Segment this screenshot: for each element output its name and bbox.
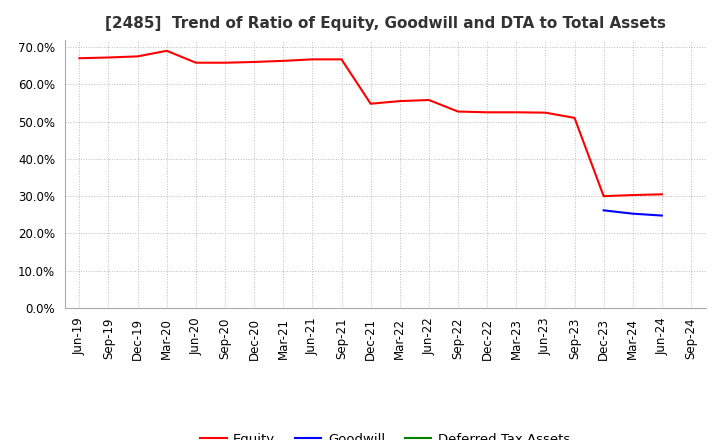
Equity xyxy=(454,109,462,114)
Equity xyxy=(279,58,287,63)
Equity xyxy=(192,60,200,66)
Equity xyxy=(133,54,142,59)
Equity xyxy=(75,55,84,61)
Equity xyxy=(337,57,346,62)
Title: [2485]  Trend of Ratio of Equity, Goodwill and DTA to Total Assets: [2485] Trend of Ratio of Equity, Goodwil… xyxy=(104,16,666,32)
Equity xyxy=(163,48,171,53)
Line: Goodwill: Goodwill xyxy=(603,210,662,216)
Equity xyxy=(250,59,258,65)
Equity xyxy=(599,194,608,199)
Equity xyxy=(395,99,404,104)
Equity xyxy=(366,101,375,106)
Equity xyxy=(541,110,550,115)
Equity xyxy=(512,110,521,115)
Equity xyxy=(570,115,579,121)
Goodwill xyxy=(599,208,608,213)
Goodwill xyxy=(629,211,637,216)
Equity xyxy=(629,192,637,198)
Goodwill xyxy=(657,213,666,218)
Equity xyxy=(483,110,492,115)
Equity xyxy=(425,97,433,103)
Equity xyxy=(220,60,229,66)
Line: Equity: Equity xyxy=(79,51,662,196)
Equity xyxy=(657,192,666,197)
Legend: Equity, Goodwill, Deferred Tax Assets: Equity, Goodwill, Deferred Tax Assets xyxy=(195,427,575,440)
Equity xyxy=(104,55,113,60)
Equity xyxy=(308,57,317,62)
